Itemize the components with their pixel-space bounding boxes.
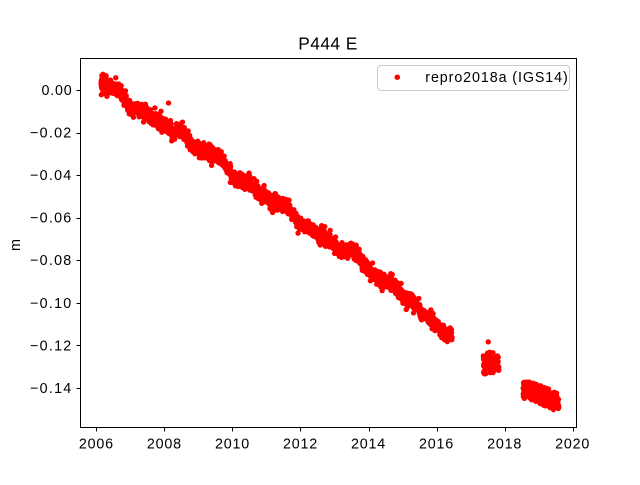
svg-text:2008: 2008 [147, 437, 182, 453]
svg-text:−0.08: −0.08 [30, 253, 72, 269]
svg-text:2020: 2020 [555, 437, 590, 453]
svg-text:2010: 2010 [215, 437, 250, 453]
svg-text:2018: 2018 [487, 437, 522, 453]
svg-text:−0.04: −0.04 [30, 168, 72, 184]
svg-text:−0.02: −0.02 [30, 126, 72, 142]
svg-text:2016: 2016 [419, 437, 454, 453]
svg-text:repro2018a (IGS14): repro2018a (IGS14) [425, 70, 568, 86]
svg-text:2014: 2014 [351, 437, 386, 453]
svg-text:−0.14: −0.14 [30, 381, 72, 397]
svg-text:2012: 2012 [283, 437, 318, 453]
svg-text:P444 E: P444 E [298, 34, 357, 54]
svg-text:m: m [8, 238, 24, 251]
svg-text:0.00: 0.00 [41, 83, 72, 99]
svg-text:−0.10: −0.10 [30, 296, 72, 312]
svg-text:−0.06: −0.06 [30, 211, 72, 227]
svg-text:−0.12: −0.12 [30, 338, 72, 354]
svg-text:2006: 2006 [79, 437, 114, 453]
